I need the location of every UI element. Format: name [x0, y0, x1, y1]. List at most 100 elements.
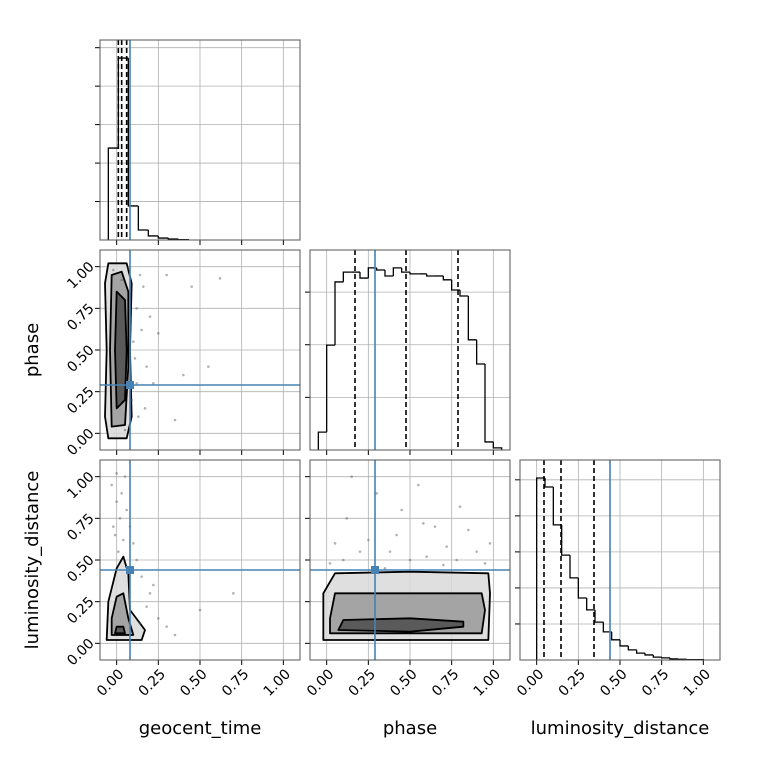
sample-point: [190, 285, 193, 288]
hist-bin: [661, 657, 670, 659]
sample-point: [467, 528, 470, 532]
hist-bin: [342, 271, 352, 282]
hist-bin: [317, 431, 327, 450]
hist-bin: [577, 577, 587, 599]
panel: [305, 249, 511, 455]
sample-point: [375, 492, 378, 495]
plot-area: [107, 40, 189, 240]
sample-point: [207, 365, 210, 368]
hist-bin: [334, 281, 344, 346]
y-tick-label: 0.50: [64, 552, 97, 585]
x-tick-label: 0.75: [219, 666, 252, 699]
panel-frame: [99, 249, 301, 451]
sample-point: [110, 483, 113, 487]
sample-point: [148, 315, 152, 318]
sample-point: [350, 475, 353, 478]
panel-frame: [519, 459, 721, 661]
y-axis-label: phase: [22, 323, 43, 377]
sample-point: [133, 357, 137, 360]
sample-point: [342, 558, 345, 562]
panel-frame: [309, 459, 511, 661]
sample-point: [135, 307, 138, 310]
panel-frame: [309, 249, 511, 451]
hist-bin: [127, 58, 139, 207]
sample-point: [367, 538, 370, 542]
sample-point: [395, 533, 398, 537]
panel: 0.00 0.25 0.50 0.75 1.00 luminosity_distance: [514, 459, 721, 739]
hist-bin: [167, 238, 179, 240]
sample-point: [138, 273, 142, 277]
sample-point: [408, 558, 412, 562]
sample-point: [115, 472, 118, 475]
sample-point: [130, 398, 133, 402]
sample-point: [445, 545, 448, 548]
y-tick-label: 0.50: [64, 342, 97, 375]
sample-point: [140, 328, 143, 332]
hist-bin: [442, 275, 452, 281]
hist-bin: [459, 290, 469, 297]
x-tick-label: 0.75: [639, 666, 672, 699]
hist-bin: [157, 235, 169, 239]
sample-point: [140, 575, 143, 578]
sample-point: [112, 525, 115, 528]
hist-bin: [467, 295, 477, 341]
hist-bin: [367, 267, 377, 279]
y-tick-label: 0.75: [64, 511, 97, 544]
sample-point: [232, 592, 235, 595]
hist-bin: [652, 654, 662, 658]
sample-point: [422, 522, 425, 525]
y-tick-label: 1.00: [64, 469, 97, 502]
sample-point: [135, 382, 138, 385]
sample-point: [455, 558, 458, 562]
x-tick-label: 0.50: [387, 666, 420, 699]
sample-point: [138, 622, 142, 625]
hist-bin: [611, 631, 620, 641]
sample-point: [122, 538, 125, 542]
truth-marker: [371, 566, 379, 574]
sample-point: [148, 592, 152, 595]
x-tick-label: 0.00: [94, 666, 127, 699]
x-tick-label: 0.50: [597, 666, 630, 699]
sample-point: [123, 475, 127, 478]
x-tick-label: 1.00: [471, 666, 504, 699]
hist-bin: [636, 649, 645, 654]
x-tick-label: 0.75: [429, 666, 462, 699]
hist-bin: [492, 441, 503, 450]
sample-point: [120, 278, 123, 282]
hist-bin: [586, 598, 595, 611]
sample-point: [358, 550, 362, 553]
x-tick-label: 0.00: [304, 666, 337, 699]
sample-point: [125, 508, 128, 512]
sample-point: [483, 562, 487, 565]
x-tick-label: 1.00: [681, 666, 714, 699]
contour: [114, 625, 126, 635]
plot-area: [100, 460, 300, 660]
hist-bin: [569, 555, 579, 579]
hist-bin: [484, 364, 494, 443]
sample-point: [127, 267, 130, 270]
hist-bin: [137, 205, 149, 231]
sample-point: [165, 273, 168, 277]
sample-point: [145, 365, 148, 368]
sample-point: [198, 608, 202, 612]
hist-bin: [627, 645, 637, 651]
x-tick-label: 0.25: [556, 666, 589, 699]
sample-point: [388, 550, 392, 553]
y-axis-label: luminosity_distance: [22, 471, 43, 650]
sample-point: [152, 583, 155, 587]
sample-point: [137, 415, 140, 418]
sample-point: [442, 563, 445, 567]
sample-point: [425, 555, 428, 558]
sample-point: [157, 332, 160, 335]
hist-bin: [594, 609, 604, 623]
x-tick-label: 1.00: [261, 666, 294, 699]
truth-marker: [126, 381, 134, 389]
sample-point: [118, 517, 122, 520]
y-tick-label: 0.25: [64, 384, 97, 417]
x-tick-label: 0.25: [136, 666, 169, 699]
hist-bin: [107, 147, 119, 240]
panel: 0.00 0.25 0.50 0.75 1.000.000.250.500.751.00…: [22, 459, 301, 739]
plot-area: [310, 460, 510, 660]
